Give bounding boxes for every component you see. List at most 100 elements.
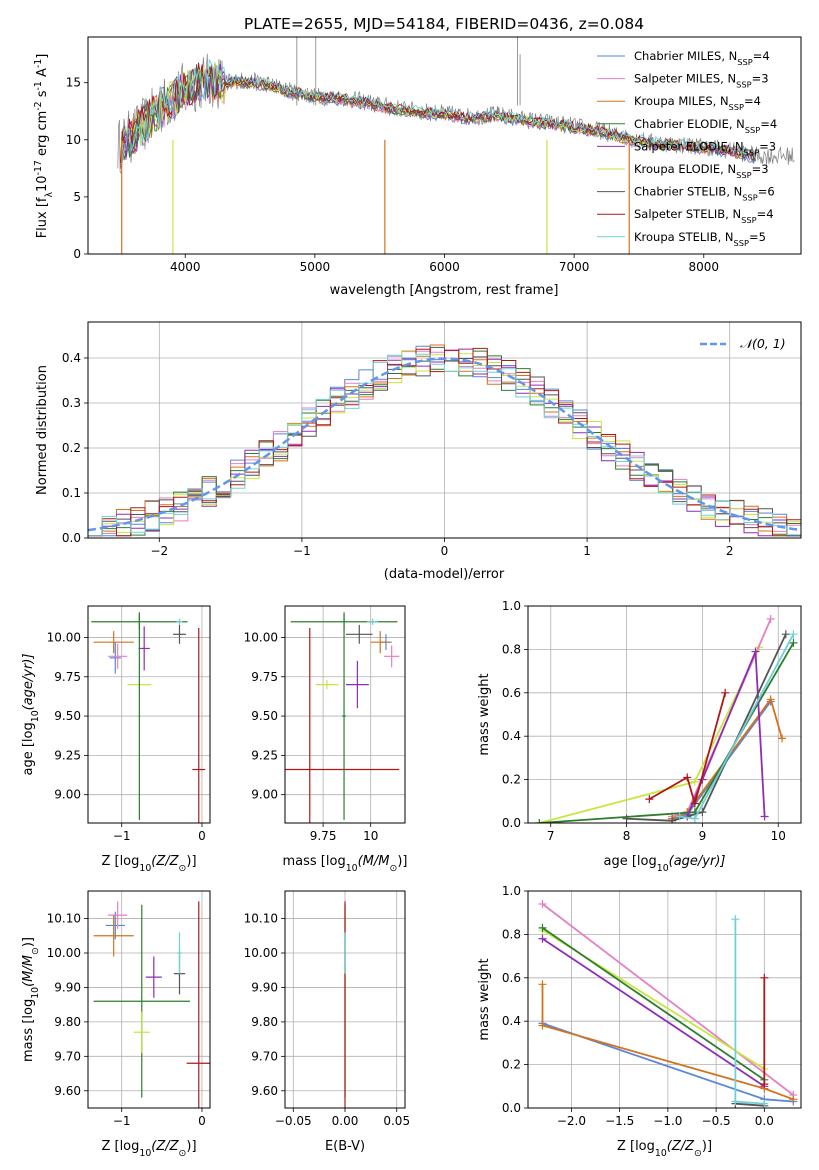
label-part: erg cm — [35, 111, 50, 160]
x-tick-label: 9 — [699, 829, 707, 843]
x-tick-label: 0 — [441, 544, 449, 558]
plot-area — [117, 37, 795, 254]
x-tick-label: 7000 — [559, 260, 590, 274]
marker-kroupa_stelib — [789, 630, 798, 639]
label-part: Salpeter ELODIE, N — [634, 139, 744, 153]
panel-mass_vs_ebv: −0.05 0.00 0.05 9.60 9.70 9.80 9.90 10.00 10.10 E… — [244, 890, 410, 1154]
series-line-salpeter_stelib — [648, 692, 727, 807]
series-line-chabrier_stelib — [626, 633, 787, 822]
y-tick-label: 9.60 — [251, 1084, 278, 1098]
x-tick-label: 6000 — [429, 260, 460, 274]
y-tick-label: 0.2 — [62, 441, 81, 455]
marker-chabrier_stelib — [668, 816, 677, 823]
label-part: SSP — [736, 170, 751, 180]
marker-kroupa_elodie — [690, 777, 699, 786]
spectrum-legend: Chabrier MILES, N SSP =4 Salpeter MILES, N S… — [597, 49, 777, 248]
x-axis-label: E(B-V) — [325, 1139, 365, 1154]
label-part: (Z/Z — [151, 854, 179, 869]
y-tick-label: 10.10 — [244, 912, 278, 926]
y-tick-label: 9.70 — [54, 1049, 81, 1063]
y-tick-label: 0.4 — [502, 729, 521, 743]
label-part: =4 — [753, 49, 770, 63]
legend-label-chabrier_elodie: Chabrier ELODIE, NSSP=4 — [634, 117, 777, 135]
marker-salpeter_stelib — [721, 688, 730, 697]
label-part: Salpeter MILES, N — [634, 72, 736, 86]
label-part: (Z/Z — [667, 1139, 695, 1154]
x-tick-label: 0.05 — [383, 1114, 410, 1128]
y-tick-label: 10 — [66, 133, 81, 147]
marker-kroupa_stelib — [690, 814, 699, 823]
y-axis-label: Normed distribution — [35, 365, 50, 495]
x-axis-label: Z [log10(Z/Z⊙)] — [617, 1139, 712, 1159]
x-tick-label: 4000 — [170, 260, 201, 274]
label-part: (age/yr)] — [669, 854, 726, 869]
x-tick-label: −1 — [113, 829, 131, 843]
y-tick-label: 9.80 — [54, 1015, 81, 1029]
y-tick-label: 9.60 — [54, 1084, 81, 1098]
panel-spectrum: 4000 5000 6000 7000 8000 0 5 10 15 Chabrier MILES… — [33, 36, 802, 298]
x-axis-label: Z [log10(Z/Z⊙)] — [101, 854, 196, 874]
label-part: =4 — [757, 207, 774, 221]
axes-frame — [87, 36, 802, 255]
x-tick-label: 10 — [771, 829, 786, 843]
y-axis-label: age [log10(age/yr)] — [21, 654, 41, 776]
label-part: )] — [186, 854, 196, 869]
label-part: s — [35, 90, 50, 101]
label-part: E(B-V) — [325, 1139, 365, 1154]
plot-area — [285, 612, 400, 823]
x-axis-label: (data-model)/error — [384, 567, 505, 582]
series-line-chabrier_elodie — [539, 642, 795, 823]
x-tick-label: 0 — [198, 1114, 206, 1128]
label-part: 10 — [139, 1148, 151, 1159]
axes-frame — [527, 605, 802, 824]
legend-label-kroupa_miles: Kroupa MILES, NSSP=4 — [634, 94, 761, 112]
marker-kroupa_stelib — [731, 1097, 740, 1106]
y-tick-label: 9.90 — [54, 980, 81, 994]
label-part: 10 — [655, 1148, 667, 1159]
series-line-salpeter_elodie — [542, 937, 765, 1088]
x-tick-label: −0.05 — [275, 1114, 312, 1128]
marker-salpeter_elodie — [760, 812, 769, 821]
y-tick-label: 9.70 — [251, 1049, 278, 1063]
y-tick-label: 0.6 — [502, 971, 521, 985]
panel-mass_weight_vs_Z: −2.0 −1.5 −1.0 −0.5 0.0 0.0 0.2 0.4 0.6 0.8 1.0 Z [… — [477, 884, 802, 1159]
y-tick-label: 9.75 — [251, 670, 278, 684]
label-part: Z [log — [617, 1139, 655, 1154]
x-tick-label: 0.00 — [332, 1114, 359, 1128]
label-part: SSP — [734, 238, 749, 248]
y-axis-label: mass weight — [477, 958, 492, 1040]
label-part: =4 — [760, 117, 777, 131]
y-tick-label: 1.0 — [502, 884, 521, 898]
label-part: -1 — [33, 81, 44, 90]
series-line-salpeter_elodie — [686, 651, 766, 817]
y-tick-label: 0.2 — [502, 1058, 521, 1072]
marker-kroupa_miles — [789, 1095, 798, 1104]
x-tick-label: 8 — [623, 829, 631, 843]
axes-frame — [527, 890, 802, 1109]
label-part: ⊙ — [694, 1148, 702, 1159]
y-tick-label: 10.00 — [244, 630, 278, 644]
label-part: )] — [21, 937, 36, 947]
label-part: Chabrier STELIB, N — [634, 185, 742, 199]
label-part: )] — [702, 1139, 712, 1154]
label-part: age [log — [21, 722, 36, 775]
marker-chabrier_elodie — [538, 923, 547, 932]
x-tick-label: 10 — [363, 829, 378, 843]
label-part: Chabrier MILES, N — [634, 49, 737, 63]
label-part: Kroupa ELODIE, N — [634, 162, 736, 176]
model-spectrum-salpeter_stelib — [119, 62, 757, 165]
legend-label-chabrier_stelib: Chabrier STELIB, NSSP=6 — [634, 185, 775, 203]
label-part: (M/M — [358, 854, 390, 869]
label-part: A — [35, 68, 50, 81]
label-part: Salpeter STELIB, N — [634, 207, 741, 221]
marker-kroupa_stelib — [760, 1099, 769, 1108]
y-tick-label: 10.10 — [47, 912, 81, 926]
marker-kroupa_miles — [538, 1021, 547, 1030]
panel-residual_hist: −2 −1 0 1 2 0.0 0.1 0.2 0.3 0.4 𝒩(0, 1) (data-model… — [35, 321, 802, 582]
x-axis-label: Z [log10(Z/Z⊙)] — [101, 1139, 196, 1159]
y-tick-label: 9.00 — [54, 788, 81, 802]
y-tick-label: 10.00 — [47, 630, 81, 644]
y-tick-label: 9.25 — [251, 748, 278, 762]
label-part: (M/M — [21, 955, 36, 987]
